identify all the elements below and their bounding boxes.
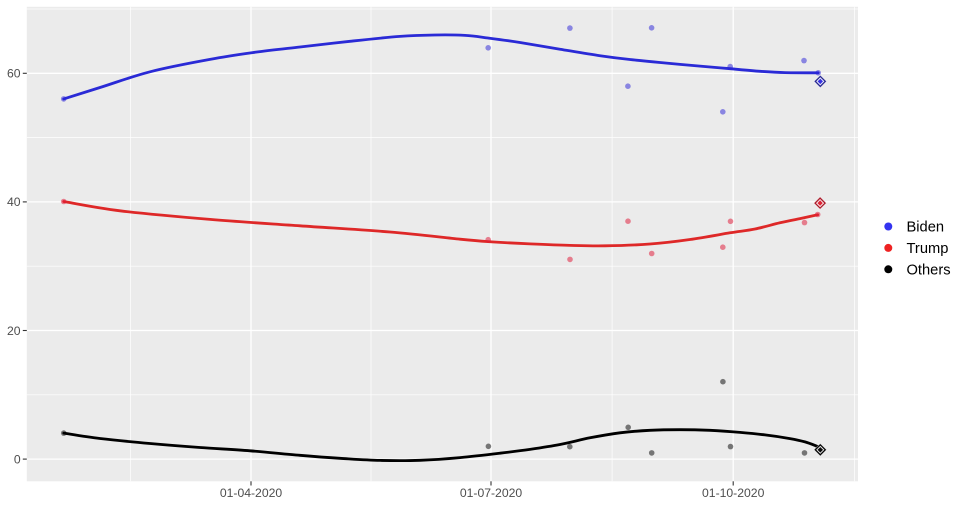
- svg-text:60: 60: [7, 67, 21, 81]
- svg-text:Biden: Biden: [907, 220, 945, 236]
- svg-text:Others: Others: [907, 263, 951, 279]
- svg-text:Trump: Trump: [907, 241, 949, 257]
- svg-text:01-07-2020: 01-07-2020: [460, 486, 523, 500]
- svg-text:20: 20: [7, 324, 21, 338]
- svg-text:01-10-2020: 01-10-2020: [702, 486, 765, 500]
- svg-text:01-04-2020: 01-04-2020: [220, 486, 283, 500]
- svg-text:40: 40: [7, 195, 21, 209]
- svg-text:0: 0: [14, 452, 21, 466]
